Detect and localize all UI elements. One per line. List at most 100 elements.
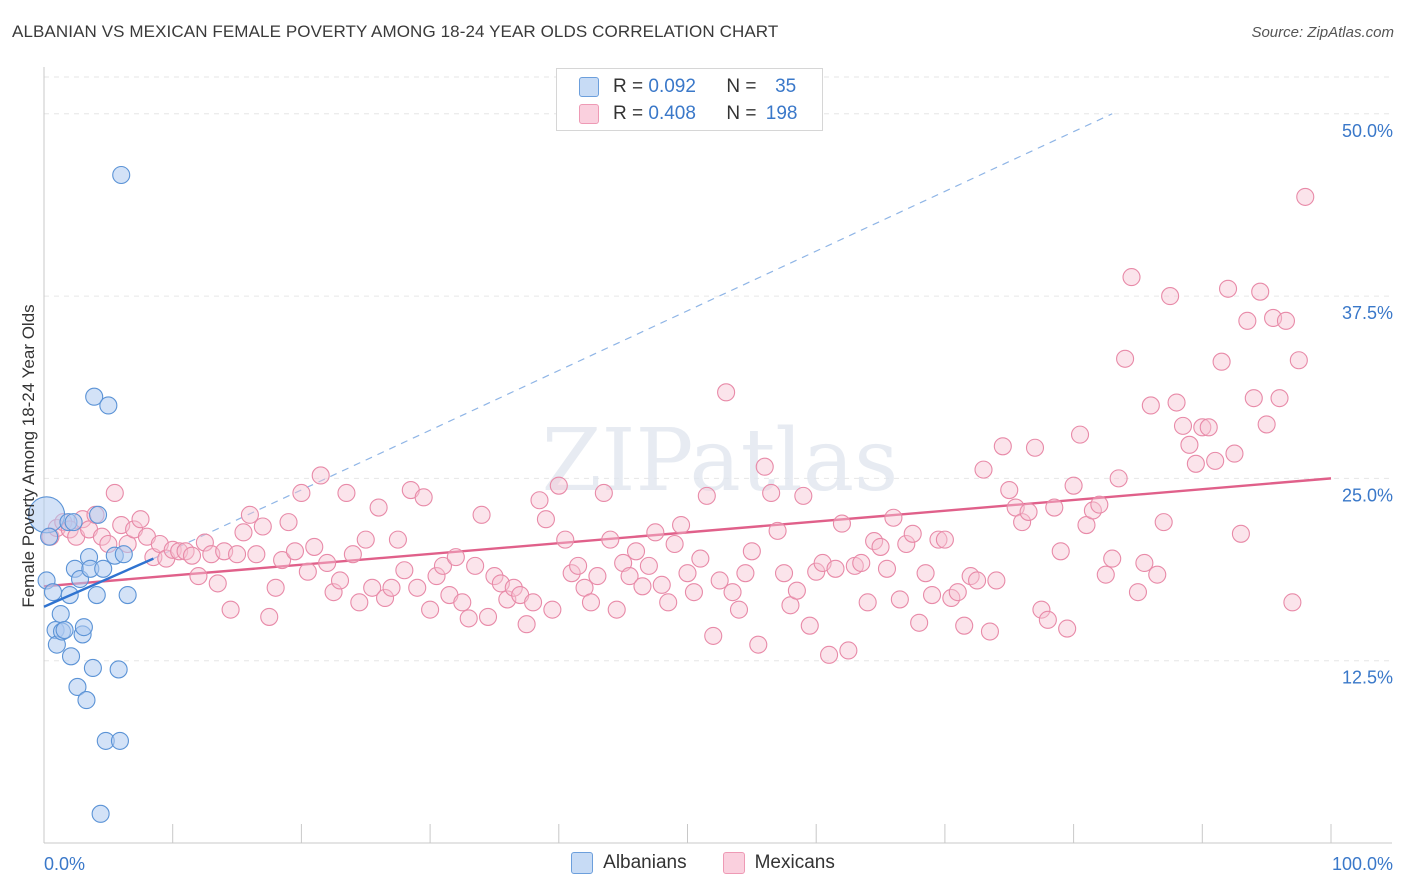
mexican-point — [1141, 396, 1160, 415]
mexican-point — [459, 609, 478, 628]
mexican-point — [884, 508, 903, 527]
mexican-point — [273, 551, 292, 570]
mexican-point — [897, 534, 916, 554]
mexican-point — [234, 523, 253, 542]
mexican-point — [794, 486, 813, 505]
mexican-point — [1231, 524, 1250, 543]
mexican-point — [1103, 549, 1122, 568]
mexican-point — [736, 564, 755, 583]
mexican-point — [189, 567, 208, 586]
mexican-point — [1128, 583, 1147, 602]
mexican-point — [601, 530, 620, 549]
albanian-point — [85, 387, 104, 406]
mexican-point — [1032, 600, 1051, 619]
mexican-point — [318, 553, 337, 573]
mexican-point — [562, 564, 581, 583]
albanian-point — [99, 396, 118, 415]
mexican-point — [421, 600, 440, 619]
legend-label: Albanians — [603, 852, 687, 873]
albanian-point — [40, 527, 59, 546]
mexican-point — [832, 514, 851, 533]
mexican-point — [1122, 268, 1141, 287]
mexican-point — [588, 567, 607, 586]
mexican-point — [485, 567, 504, 586]
legend-label: Mexicans — [754, 852, 835, 873]
mexican-point — [556, 530, 575, 549]
mexican-point — [1167, 393, 1186, 412]
mexican-point — [633, 577, 652, 596]
y-tick-label: 25.0% — [1342, 485, 1393, 505]
mexican-point — [755, 457, 774, 476]
data-points — [28, 165, 1315, 823]
mexican-point — [517, 615, 536, 634]
mexican-point — [478, 607, 498, 626]
albanian-point — [91, 804, 110, 823]
mexican-point — [105, 483, 124, 503]
mexican-point — [131, 510, 150, 529]
mexican-point — [163, 540, 182, 559]
mexican-point — [1270, 389, 1289, 408]
y-axis-label: Female Poverty Among 18-24 Year Olds — [19, 304, 38, 607]
mexican-point — [337, 483, 356, 503]
mexican-point — [363, 578, 382, 597]
mexican-point — [1173, 416, 1193, 435]
mexican-point — [839, 641, 858, 660]
mexican-point — [1154, 513, 1173, 532]
mexican-point — [652, 575, 671, 594]
x-tick-label: 0.0% — [44, 854, 85, 874]
mexican-point — [427, 567, 446, 586]
albanian-point — [68, 677, 87, 696]
mexican-point — [665, 534, 684, 554]
mexican-point — [1019, 502, 1038, 521]
mexican-point — [343, 545, 362, 564]
mexican-point — [987, 571, 1006, 590]
mexican-point — [466, 556, 485, 575]
mexican-point — [376, 588, 395, 608]
mexican-point — [659, 593, 678, 612]
mexican-point — [298, 562, 317, 581]
axes — [43, 67, 1392, 844]
mexican-point — [852, 553, 871, 573]
mexican-point — [1193, 418, 1212, 437]
mexican-point — [620, 567, 639, 586]
albanian-point — [77, 691, 96, 710]
mexican-point — [395, 561, 414, 580]
mexican-point — [253, 517, 272, 536]
mexican-point — [1038, 610, 1057, 629]
mexican-point — [1064, 476, 1083, 495]
mexican-point — [350, 593, 369, 612]
mexican-point — [330, 571, 350, 590]
mexican-point — [408, 578, 427, 597]
mexican-point — [369, 498, 388, 517]
mexican-point — [916, 564, 935, 583]
mexican-point — [1013, 513, 1032, 532]
mexican-point — [1090, 495, 1109, 514]
mexican-point — [646, 523, 665, 542]
albanian-point — [61, 647, 81, 666]
mexican-point — [1225, 444, 1244, 463]
mexican-point — [453, 593, 472, 612]
mexican-point — [871, 537, 890, 556]
mexican-point — [710, 571, 729, 590]
legend-row-mexicans: R = 0.408 N = 198 — [579, 101, 797, 127]
mexican-point — [472, 505, 491, 524]
albanian-point — [109, 660, 128, 679]
mexican-trend-line — [43, 477, 1332, 588]
mexican-point — [1186, 454, 1205, 473]
mexican-point — [1135, 553, 1154, 573]
mexican-point — [749, 635, 768, 654]
mexican-point — [929, 530, 948, 549]
mexican-point — [530, 491, 549, 510]
albanian-point — [64, 513, 83, 532]
albanian-point — [74, 618, 93, 637]
mexican-point — [569, 556, 588, 575]
stats-legend: R = 0.092 N = 35 R = 0.408 N = 198 — [556, 68, 823, 131]
mexican-point — [1148, 565, 1167, 584]
mexican-point — [266, 578, 285, 597]
mexican-point — [1257, 415, 1276, 434]
mexican-point — [922, 586, 942, 605]
mexican-point — [980, 622, 999, 641]
mexican-point — [826, 559, 845, 578]
mexican-point — [414, 488, 433, 507]
